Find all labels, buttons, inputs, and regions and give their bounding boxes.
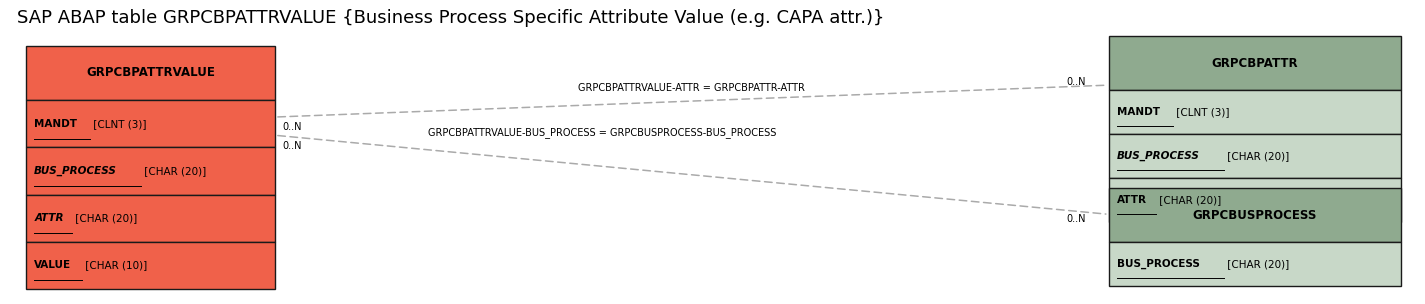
Text: [CHAR (10)]: [CHAR (10)] [83, 260, 147, 270]
Bar [1109, 134, 1401, 178]
Bar [1109, 242, 1401, 286]
Text: BUS_PROCESS: BUS_PROCESS [34, 166, 117, 176]
Text: [CHAR (20)]: [CHAR (20)] [1224, 151, 1290, 161]
Text: 0..N: 0..N [1066, 214, 1086, 224]
Text: [CHAR (20)]: [CHAR (20)] [73, 213, 138, 223]
Bar [1109, 36, 1401, 90]
Text: GRPCBUSPROCESS: GRPCBUSPROCESS [1193, 209, 1317, 222]
Bar [1109, 188, 1401, 242]
Text: VALUE: VALUE [34, 260, 71, 270]
Text: ATTR: ATTR [1117, 195, 1147, 205]
Bar [26, 147, 275, 195]
Text: MANDT: MANDT [1117, 107, 1160, 117]
Text: [CHAR (20)]: [CHAR (20)] [1224, 259, 1290, 269]
Text: MANDT: MANDT [34, 119, 77, 129]
Bar [26, 46, 275, 100]
Text: [CHAR (20)]: [CHAR (20)] [141, 166, 207, 176]
Text: GRPCBPATTRVALUE-ATTR = GRPCBPATTR-ATTR: GRPCBPATTRVALUE-ATTR = GRPCBPATTR-ATTR [577, 83, 805, 93]
Text: GRPCBPATTRVALUE-BUS_PROCESS = GRPCBUSPROCESS-BUS_PROCESS: GRPCBPATTRVALUE-BUS_PROCESS = GRPCBUSPRO… [428, 127, 775, 138]
Text: 0..N: 0..N [282, 122, 302, 132]
Text: BUS_PROCESS: BUS_PROCESS [1117, 259, 1200, 269]
Text: GRPCBPATTRVALUE: GRPCBPATTRVALUE [86, 67, 215, 79]
Bar [26, 242, 275, 289]
Text: SAP ABAP table GRPCBPATTRVALUE {Business Process Specific Attribute Value (e.g. : SAP ABAP table GRPCBPATTRVALUE {Business… [17, 9, 885, 27]
Bar [26, 195, 275, 242]
Bar [1109, 178, 1401, 222]
Text: BUS_PROCESS: BUS_PROCESS [1117, 151, 1200, 161]
Bar [1109, 90, 1401, 134]
Text: 0..N: 0..N [1066, 77, 1086, 87]
Bar [26, 100, 275, 147]
Text: GRPCBPATTR: GRPCBPATTR [1211, 57, 1298, 70]
Text: [CLNT (3)]: [CLNT (3)] [90, 119, 147, 129]
Text: 0..N: 0..N [282, 141, 302, 151]
Text: ATTR: ATTR [34, 213, 64, 223]
Text: [CHAR (20)]: [CHAR (20)] [1156, 195, 1221, 205]
Text: [CLNT (3)]: [CLNT (3)] [1173, 107, 1230, 117]
